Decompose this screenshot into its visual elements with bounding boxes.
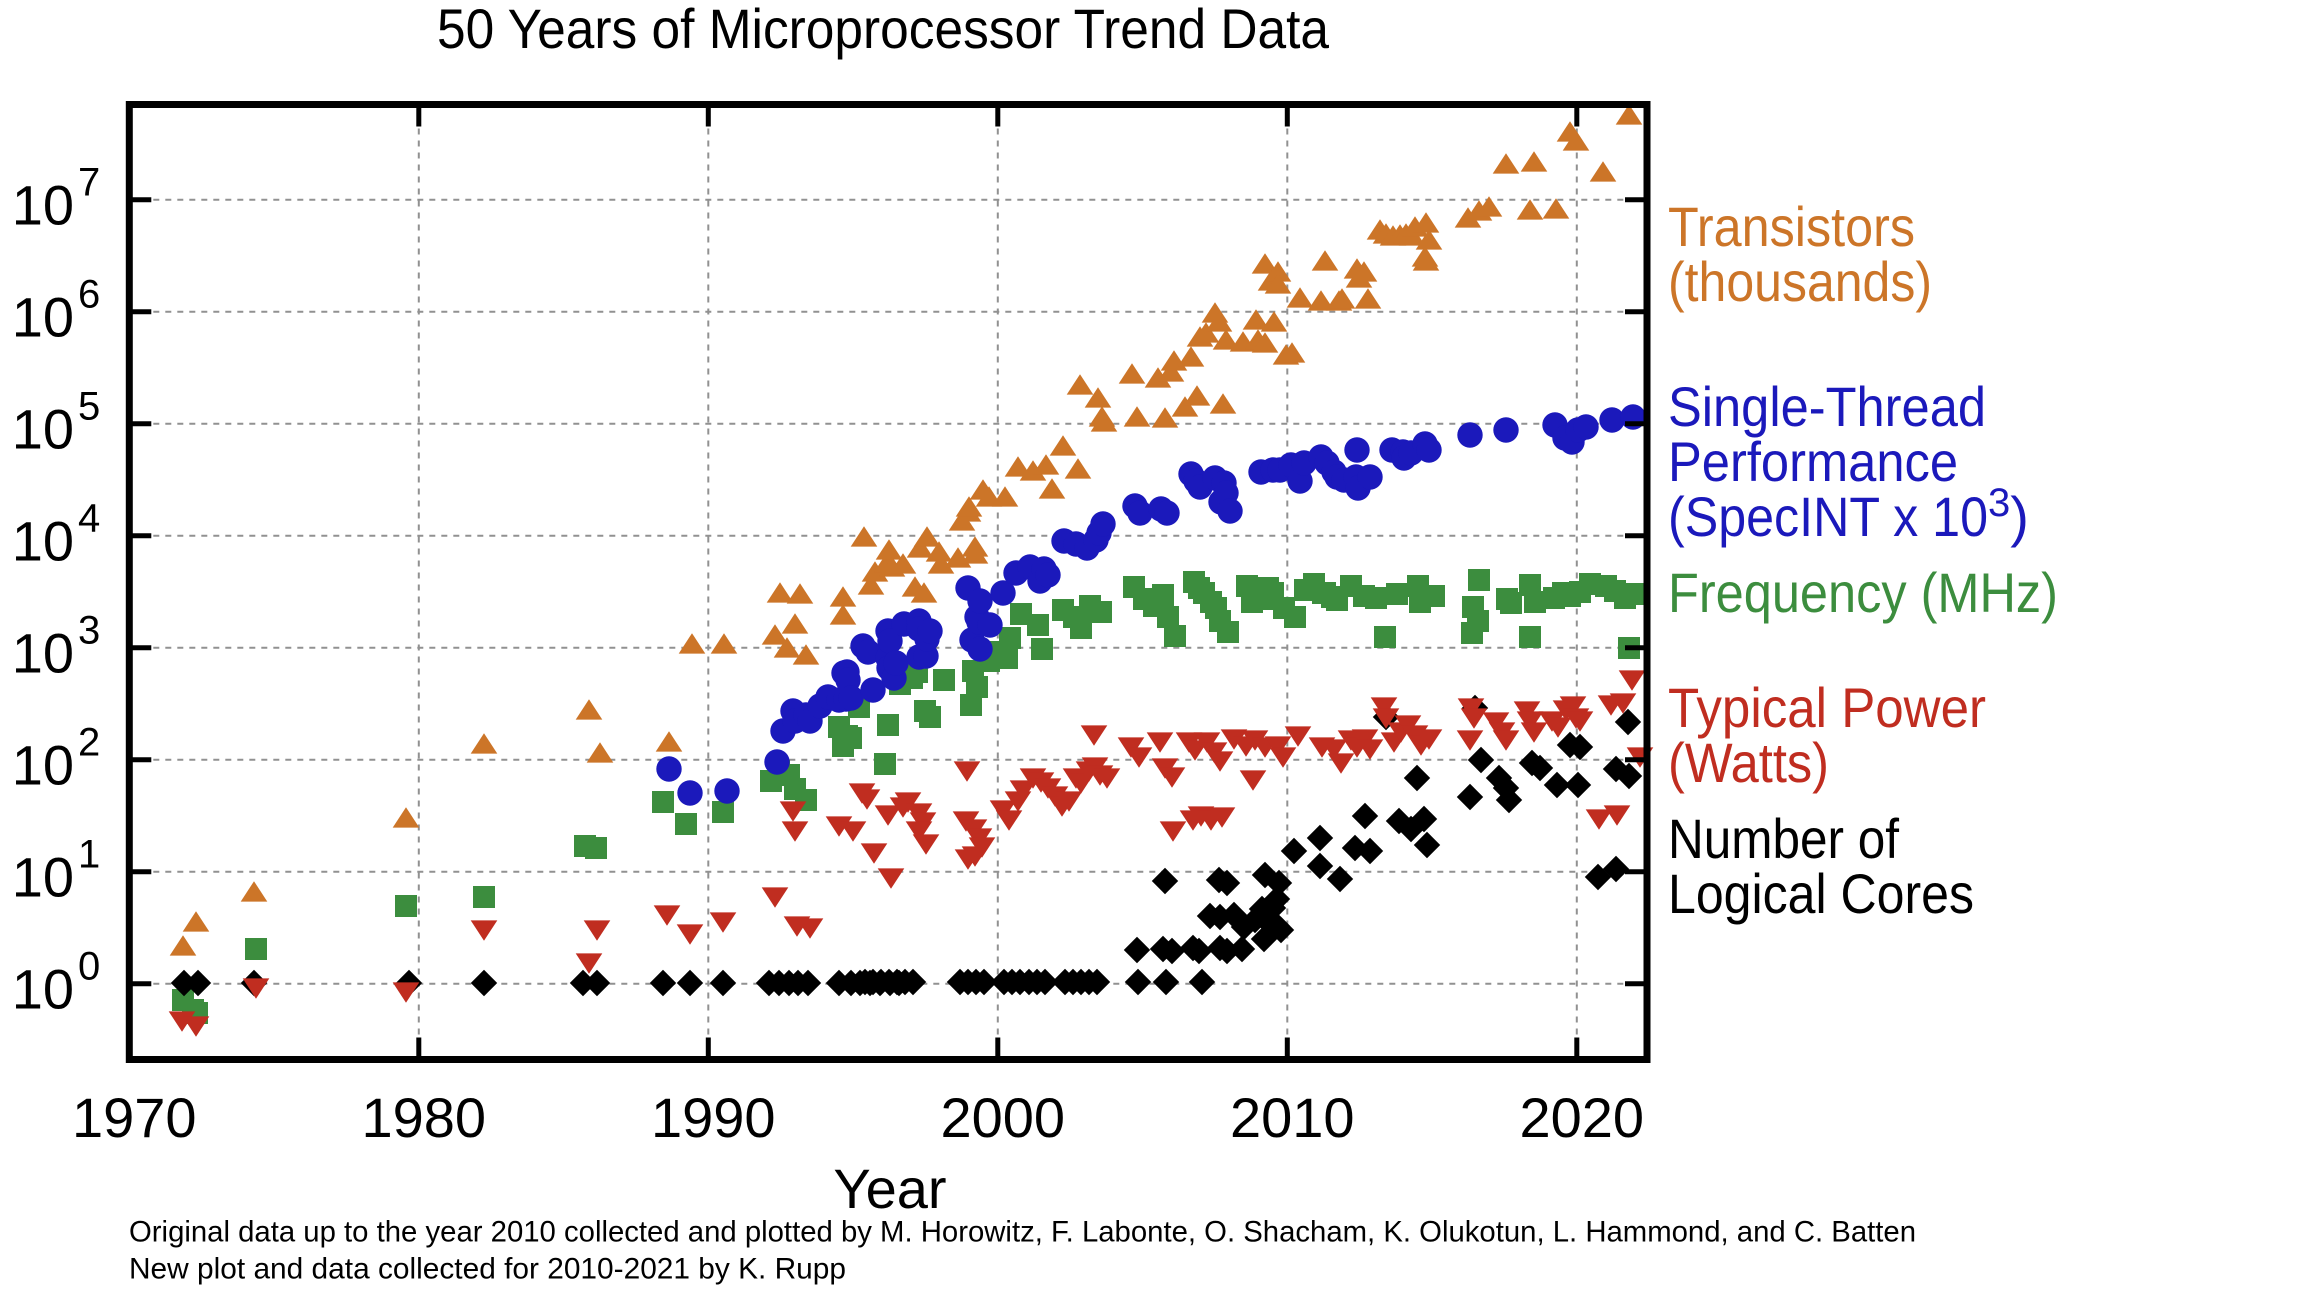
svg-text:50 Years of Microprocessor Tre: 50 Years of Microprocessor Trend Data xyxy=(437,0,1330,60)
svg-text:1: 1 xyxy=(78,833,100,877)
svg-text:(Watts): (Watts) xyxy=(1668,731,1829,794)
svg-text:Year: Year xyxy=(833,1157,946,1220)
svg-text:Original data up to the year 2: Original data up to the year 2010 collec… xyxy=(129,1216,1916,1249)
svg-text:(SpecINT x 103): (SpecINT x 103) xyxy=(1668,481,2029,548)
svg-text:Typical Power: Typical Power xyxy=(1668,676,1986,739)
svg-text:Transistors: Transistors xyxy=(1668,195,1915,258)
svg-text:2: 2 xyxy=(78,721,100,765)
svg-text:New plot and data collected fo: New plot and data collected for 2010-202… xyxy=(129,1253,846,1286)
svg-text:7: 7 xyxy=(78,161,100,205)
svg-text:Logical Cores: Logical Cores xyxy=(1668,862,1974,925)
svg-text:10: 10 xyxy=(12,622,74,685)
svg-text:10: 10 xyxy=(12,510,74,573)
svg-text:10: 10 xyxy=(12,734,74,797)
svg-text:4: 4 xyxy=(78,497,100,541)
svg-text:2020: 2020 xyxy=(1520,1086,1645,1149)
svg-text:5: 5 xyxy=(78,385,100,429)
svg-text:10: 10 xyxy=(12,846,74,909)
svg-text:6: 6 xyxy=(78,273,100,317)
svg-text:1970: 1970 xyxy=(72,1086,197,1149)
svg-text:1990: 1990 xyxy=(651,1086,776,1149)
svg-text:Single-Thread: Single-Thread xyxy=(1668,375,1986,438)
svg-text:(thousands): (thousands) xyxy=(1668,250,1932,313)
svg-text:2000: 2000 xyxy=(941,1086,1066,1149)
svg-text:10: 10 xyxy=(12,398,74,461)
svg-text:Number of: Number of xyxy=(1668,807,1899,870)
svg-text:10: 10 xyxy=(12,286,74,349)
svg-text:1980: 1980 xyxy=(362,1086,487,1149)
svg-text:Frequency (MHz): Frequency (MHz) xyxy=(1668,561,2058,624)
svg-text:10: 10 xyxy=(12,174,74,237)
svg-text:0: 0 xyxy=(78,945,100,989)
svg-text:2010: 2010 xyxy=(1230,1086,1355,1149)
svg-text:Performance: Performance xyxy=(1668,430,1958,493)
svg-text:10: 10 xyxy=(12,958,74,1021)
svg-text:3: 3 xyxy=(78,609,100,653)
